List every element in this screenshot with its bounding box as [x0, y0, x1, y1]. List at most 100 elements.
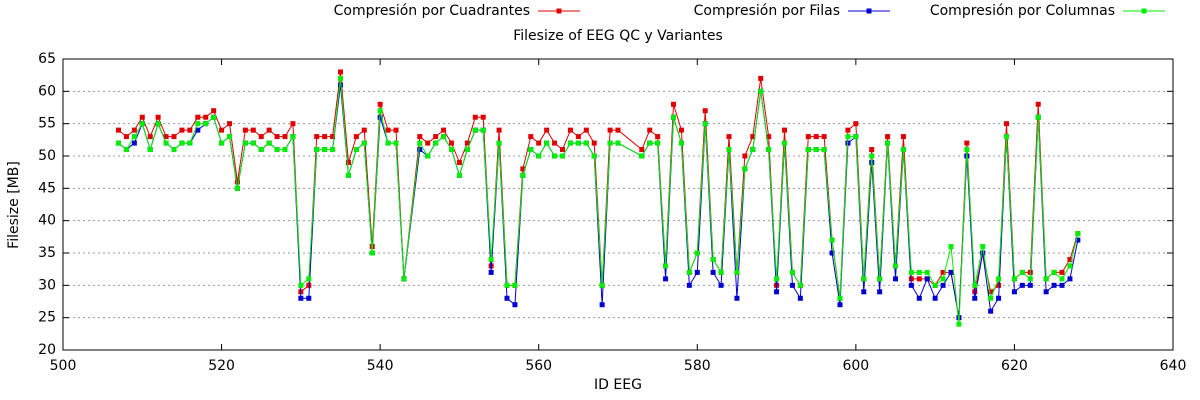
- point-marker: [710, 256, 716, 262]
- point-marker: [877, 289, 883, 295]
- y-tick-label: 40: [38, 213, 56, 229]
- point-marker: [678, 140, 684, 146]
- point-marker: [1059, 276, 1065, 282]
- point-marker: [472, 127, 478, 133]
- point-marker: [393, 127, 399, 133]
- point-marker: [948, 244, 954, 250]
- point-marker: [234, 179, 240, 185]
- point-marker: [242, 127, 248, 133]
- point-marker: [211, 108, 217, 114]
- point-marker: [1011, 276, 1017, 282]
- point-marker: [671, 101, 676, 107]
- point-marker: [1027, 276, 1033, 282]
- point-marker: [361, 140, 367, 146]
- point-marker: [726, 134, 732, 140]
- point-marker: [893, 276, 898, 282]
- x-axis-label: ID EEG: [594, 377, 642, 393]
- point-marker: [536, 153, 542, 159]
- point-marker: [456, 172, 462, 178]
- point-marker: [425, 140, 431, 146]
- point-marker: [940, 269, 946, 275]
- point-marker: [615, 140, 621, 146]
- point-marker: [663, 263, 669, 269]
- point-marker: [345, 172, 351, 178]
- point-marker: [314, 147, 320, 153]
- point-marker: [480, 114, 486, 120]
- point-marker: [353, 134, 359, 140]
- point-marker: [203, 121, 209, 127]
- point-marker: [726, 147, 732, 153]
- point-marker: [964, 140, 970, 146]
- point-marker: [663, 276, 669, 282]
- point-marker: [829, 237, 835, 243]
- point-marker: [393, 140, 399, 146]
- point-marker: [385, 127, 391, 133]
- point-marker: [488, 256, 494, 262]
- point-marker: [837, 302, 843, 308]
- y-tick-label: 30: [38, 277, 56, 293]
- point-marker: [758, 75, 764, 81]
- point-marker: [1067, 276, 1073, 282]
- legend-swatch: [866, 8, 872, 14]
- point-marker: [750, 134, 756, 140]
- point-marker: [845, 134, 851, 140]
- point-marker: [306, 295, 312, 301]
- point-marker: [655, 134, 661, 140]
- point-marker: [678, 127, 684, 133]
- point-marker: [1035, 101, 1041, 107]
- point-marker: [924, 276, 930, 282]
- point-marker: [671, 114, 676, 120]
- y-axis-label: Filesize [MB]: [6, 161, 22, 249]
- point-marker: [298, 295, 304, 301]
- x-tick-label: 560: [525, 358, 552, 374]
- point-marker: [861, 289, 867, 295]
- point-marker: [916, 269, 922, 275]
- point-marker: [504, 295, 510, 301]
- x-tick-label: 600: [842, 358, 869, 374]
- point-marker: [924, 269, 930, 275]
- point-marker: [234, 185, 240, 191]
- point-marker: [179, 127, 185, 133]
- point-marker: [195, 127, 201, 133]
- point-marker: [1004, 121, 1009, 127]
- point-marker: [258, 134, 264, 140]
- point-marker: [1059, 282, 1065, 288]
- point-marker: [131, 134, 137, 140]
- point-marker: [441, 134, 447, 140]
- point-marker: [908, 282, 914, 288]
- point-marker: [512, 302, 518, 308]
- point-marker: [203, 114, 209, 120]
- point-marker: [1067, 256, 1073, 262]
- point-marker: [948, 269, 954, 275]
- point-marker: [805, 147, 811, 153]
- point-marker: [599, 302, 605, 308]
- y-tick-label: 45: [38, 180, 56, 196]
- point-marker: [219, 140, 225, 146]
- legend-label: Compresión por Columnas: [930, 3, 1115, 19]
- point-marker: [544, 127, 550, 133]
- point-marker: [1011, 289, 1017, 295]
- point-marker: [1043, 289, 1049, 295]
- legend-swatch: [1141, 8, 1147, 14]
- point-marker: [1043, 276, 1049, 282]
- point-marker: [774, 276, 780, 282]
- point-marker: [488, 269, 494, 275]
- point-marker: [433, 134, 439, 140]
- point-marker: [330, 147, 336, 153]
- point-marker: [322, 147, 328, 153]
- point-marker: [766, 147, 772, 153]
- point-marker: [369, 250, 375, 256]
- point-marker: [195, 114, 201, 120]
- point-marker: [821, 134, 827, 140]
- point-marker: [377, 101, 383, 107]
- point-marker: [869, 147, 875, 153]
- point-marker: [1051, 269, 1057, 275]
- point-marker: [353, 147, 359, 153]
- point-marker: [441, 127, 447, 133]
- point-marker: [575, 140, 581, 146]
- point-marker: [742, 166, 748, 172]
- point-marker: [290, 121, 296, 127]
- point-marker: [797, 295, 803, 301]
- point-marker: [734, 295, 740, 301]
